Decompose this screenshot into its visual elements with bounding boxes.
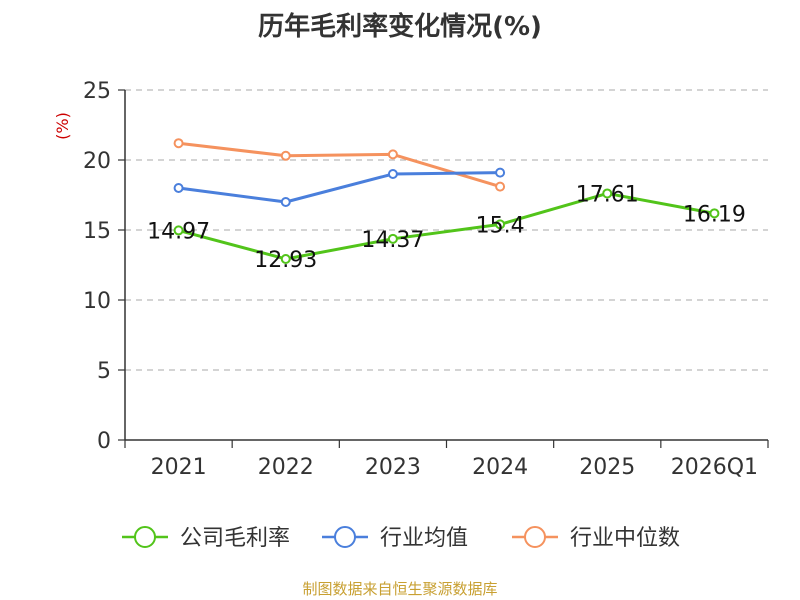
data-point bbox=[280, 253, 291, 264]
series-line-1 bbox=[178, 171, 501, 204]
data-labels: 14.97 12.93 14.37 15.4 17.61 16.19 bbox=[147, 182, 746, 273]
legend-label: 公司毛利率 bbox=[180, 526, 290, 551]
data-point bbox=[280, 150, 291, 161]
data-label: 12.93 bbox=[254, 248, 317, 273]
axes bbox=[118, 89, 769, 448]
legend-marker bbox=[334, 526, 356, 548]
y-axis-label: (%) bbox=[53, 112, 72, 140]
y-tick-label: 25 bbox=[83, 79, 111, 104]
x-tick-label: 2023 bbox=[365, 455, 421, 480]
y-tick-label: 20 bbox=[83, 149, 111, 174]
x-tick-label: 2026Q1 bbox=[671, 455, 758, 480]
x-tick-label: 2025 bbox=[579, 455, 635, 480]
data-point bbox=[602, 188, 613, 199]
data-point bbox=[173, 138, 184, 149]
data-point bbox=[280, 197, 291, 207]
y-tick-labels: 0 5 10 15 20 25 bbox=[83, 79, 111, 454]
data-label: 17.61 bbox=[576, 182, 639, 207]
data-point bbox=[387, 233, 398, 244]
y-tick-label: 15 bbox=[83, 219, 111, 244]
legend-label: 行业均值 bbox=[380, 526, 468, 551]
legend-label: 行业中位数 bbox=[570, 526, 680, 551]
source-note: 制图数据来自恒生聚源数据库 bbox=[302, 580, 498, 598]
series-lines bbox=[173, 138, 720, 264]
data-point bbox=[173, 225, 184, 236]
data-label: 15.4 bbox=[476, 213, 525, 238]
legend-marker bbox=[524, 526, 546, 548]
legend: 公司毛利率 行业均值 行业中位数 bbox=[122, 526, 680, 551]
chart-title: 历年毛利率变化情况(%) bbox=[258, 12, 542, 42]
y-tick-label: 10 bbox=[83, 289, 111, 314]
series-line-2 bbox=[178, 141, 501, 189]
data-point bbox=[387, 149, 398, 160]
x-tick-label: 2021 bbox=[151, 455, 207, 480]
y-tick-label: 0 bbox=[97, 429, 111, 454]
grid-lines bbox=[125, 89, 768, 371]
data-point bbox=[495, 181, 506, 192]
data-label: 14.37 bbox=[361, 228, 424, 253]
data-point bbox=[495, 167, 506, 178]
data-point bbox=[173, 183, 184, 193]
data-point bbox=[387, 169, 398, 179]
y-tick-label: 5 bbox=[97, 359, 111, 384]
x-tick-label: 2024 bbox=[472, 455, 528, 480]
series-line-0 bbox=[178, 191, 715, 261]
data-point bbox=[709, 208, 720, 219]
legend-marker bbox=[134, 526, 156, 548]
data-point bbox=[495, 219, 506, 230]
data-label: 14.97 bbox=[147, 219, 210, 244]
data-label: 16.19 bbox=[683, 202, 746, 227]
x-tick-labels: 2021 2022 2023 2024 2025 2026Q1 bbox=[151, 455, 758, 480]
x-tick-label: 2022 bbox=[258, 455, 314, 480]
